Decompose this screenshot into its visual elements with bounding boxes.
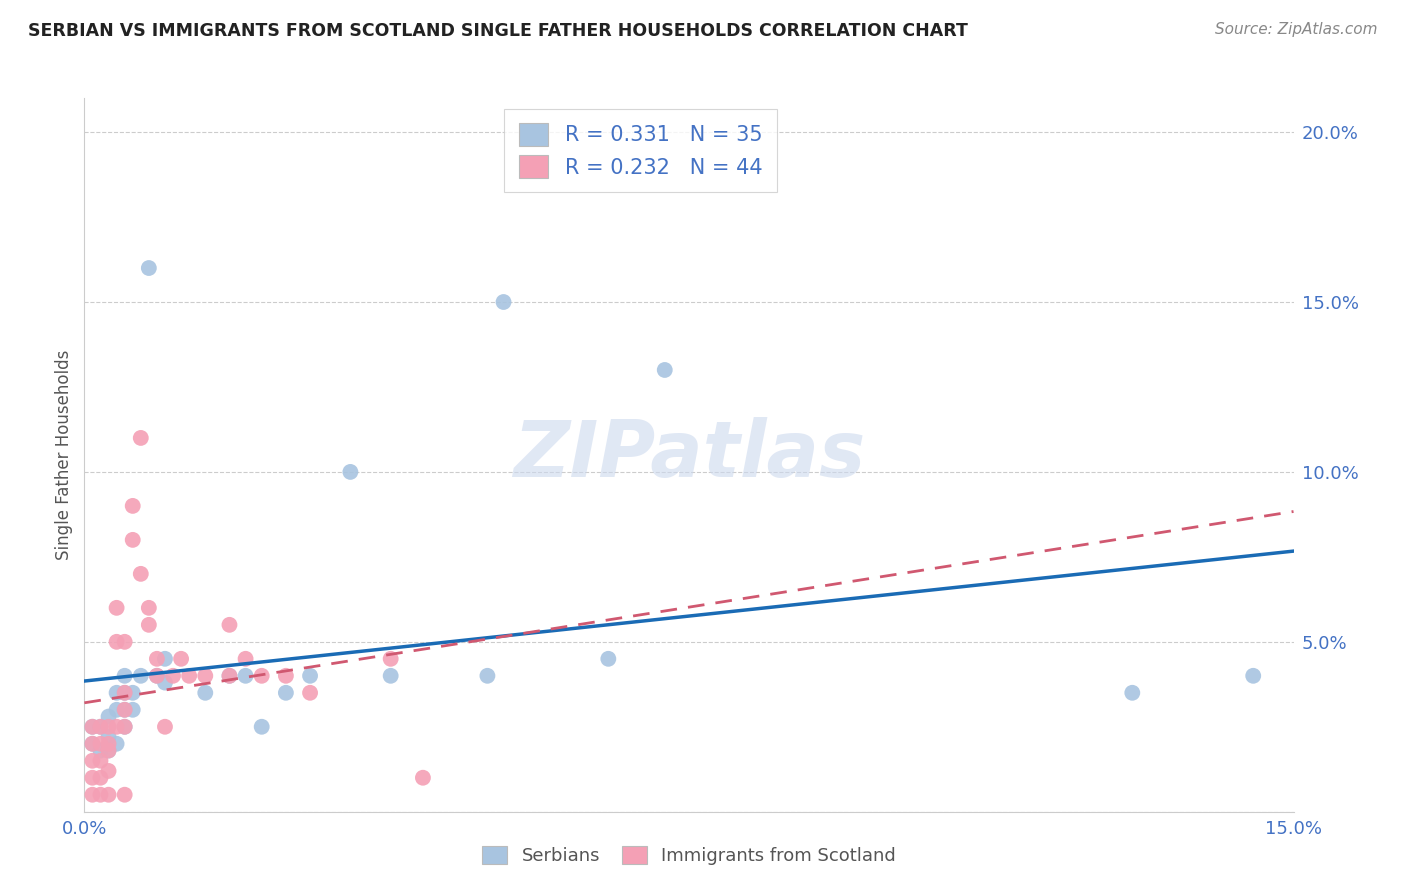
Point	[82, 737, 104, 751]
Point	[114, 788, 136, 802]
Point	[121, 499, 143, 513]
Point	[82, 737, 104, 751]
Point	[129, 566, 152, 581]
Point	[114, 686, 136, 700]
Point	[138, 260, 160, 275]
Point	[82, 754, 104, 768]
Point	[89, 720, 111, 734]
Point	[218, 669, 240, 683]
Point	[105, 703, 128, 717]
Point	[654, 363, 676, 377]
Point	[129, 669, 152, 683]
Point	[89, 720, 111, 734]
Point	[97, 764, 120, 778]
Point	[146, 669, 169, 683]
Point	[89, 737, 111, 751]
Point	[97, 730, 120, 744]
Point	[194, 669, 217, 683]
Point	[105, 635, 128, 649]
Point	[89, 771, 111, 785]
Point	[105, 686, 128, 700]
Point	[146, 652, 169, 666]
Point	[97, 709, 120, 723]
Point	[105, 720, 128, 734]
Point	[114, 703, 136, 717]
Point	[492, 295, 515, 310]
Point	[82, 720, 104, 734]
Text: Source: ZipAtlas.com: Source: ZipAtlas.com	[1215, 22, 1378, 37]
Point	[380, 652, 402, 666]
Point	[412, 771, 434, 785]
Y-axis label: Single Father Households: Single Father Households	[55, 350, 73, 560]
Point	[82, 720, 104, 734]
Point	[153, 652, 176, 666]
Point	[153, 675, 176, 690]
Point	[114, 720, 136, 734]
Point	[274, 686, 297, 700]
Point	[121, 533, 143, 547]
Point	[235, 652, 257, 666]
Point	[121, 703, 143, 717]
Legend: Serbians, Immigrants from Scotland: Serbians, Immigrants from Scotland	[472, 837, 905, 874]
Point	[105, 600, 128, 615]
Point	[598, 652, 620, 666]
Point	[299, 669, 322, 683]
Point	[121, 686, 143, 700]
Point	[339, 465, 361, 479]
Point	[250, 720, 273, 734]
Point	[179, 669, 201, 683]
Point	[138, 600, 160, 615]
Point	[1121, 686, 1143, 700]
Point	[114, 703, 136, 717]
Point	[146, 669, 169, 683]
Point	[89, 743, 111, 757]
Point	[105, 737, 128, 751]
Point	[218, 669, 240, 683]
Point	[97, 743, 120, 757]
Point	[250, 669, 273, 683]
Point	[82, 771, 104, 785]
Point	[380, 669, 402, 683]
Point	[274, 669, 297, 683]
Point	[129, 431, 152, 445]
Point	[218, 617, 240, 632]
Text: ZIPatlas: ZIPatlas	[513, 417, 865, 493]
Point	[82, 788, 104, 802]
Point	[1241, 669, 1264, 683]
Point	[170, 652, 193, 666]
Text: SERBIAN VS IMMIGRANTS FROM SCOTLAND SINGLE FATHER HOUSEHOLDS CORRELATION CHART: SERBIAN VS IMMIGRANTS FROM SCOTLAND SING…	[28, 22, 967, 40]
Point	[97, 743, 120, 757]
Point	[114, 686, 136, 700]
Point	[138, 617, 160, 632]
Point	[114, 720, 136, 734]
Point	[153, 720, 176, 734]
Point	[89, 788, 111, 802]
Point	[477, 669, 499, 683]
Point	[97, 720, 120, 734]
Point	[114, 635, 136, 649]
Point	[194, 686, 217, 700]
Point	[97, 737, 120, 751]
Point	[114, 669, 136, 683]
Point	[97, 788, 120, 802]
Point	[89, 754, 111, 768]
Point	[235, 669, 257, 683]
Point	[162, 669, 184, 683]
Point	[299, 686, 322, 700]
